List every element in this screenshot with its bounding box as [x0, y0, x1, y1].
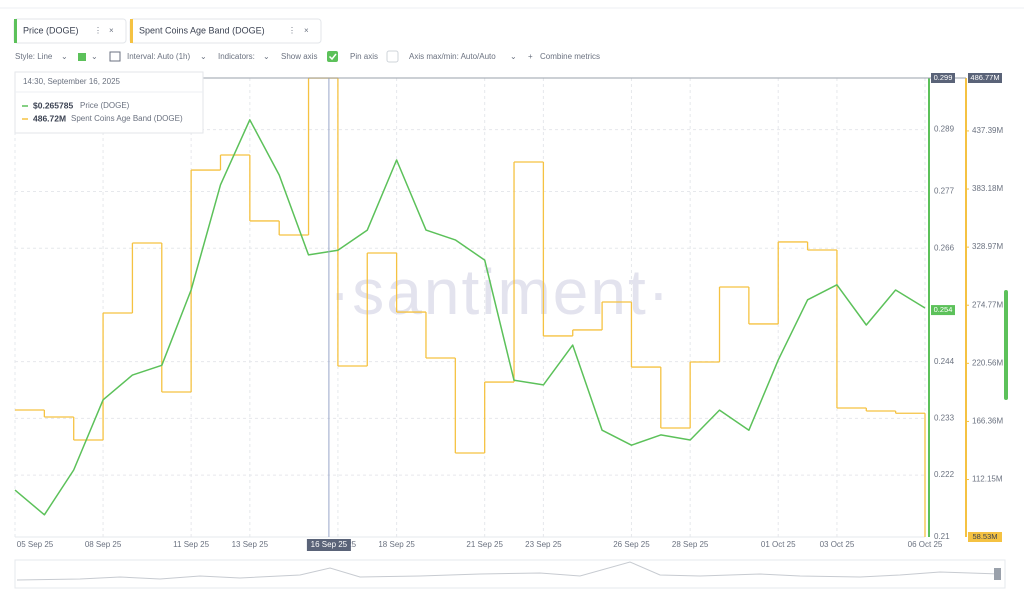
tooltip-box [14, 71, 204, 134]
show-axis-checkbox[interactable] [327, 51, 338, 62]
tab-label: Price (DOGE) [23, 25, 79, 35]
caret: ⌄ [510, 52, 517, 61]
value-marker-label: 0.299 [934, 73, 953, 82]
x-tick-label: 13 Sep 25 [232, 540, 269, 549]
value-marker [968, 73, 1002, 83]
caret: ⌄ [91, 52, 98, 61]
tab-close-icon[interactable]: × [109, 26, 114, 35]
x-tick-label: 28 Sep 25 [672, 540, 709, 549]
combine-metrics-button[interactable]: Combine metrics [540, 52, 600, 61]
x-tick-label: 08 Sep 25 [85, 540, 122, 549]
scroll-handle[interactable] [1004, 290, 1008, 400]
tab-close-icon[interactable]: × [304, 26, 309, 35]
y2-tick-label: 437.39M [972, 126, 1003, 135]
x-tick-label: 03 Oct 25 [820, 540, 855, 549]
value-marker [968, 532, 1002, 542]
crosshair-x-box [306, 539, 351, 551]
indicators-select[interactable]: Indicators: [218, 52, 255, 61]
y2-tick-label: 166.36M [972, 417, 1003, 426]
interval-select[interactable]: Interval: Auto (1h) [127, 52, 190, 61]
y-tick-label: 0.277 [934, 187, 955, 196]
caret: ⌄ [61, 52, 68, 61]
navigator-handle[interactable] [994, 568, 1001, 580]
y2-tick-label: 274.77M [972, 300, 1003, 309]
value-marker [931, 73, 955, 83]
tooltip-value: $0.265785 [33, 100, 73, 110]
axis-maxmin-select[interactable]: Axis max/min: Auto/Auto [409, 52, 496, 61]
caret: ⌄ [263, 52, 270, 61]
tooltip: 14:30, September 16, 2025 $0.265785 Pric… [14, 71, 204, 134]
y-tick-label: 0.21 [934, 532, 950, 541]
pin-axis-label: Pin axis [350, 52, 378, 61]
pin-axis-checkbox[interactable] [386, 50, 399, 63]
y-tick-label: 0.233 [934, 413, 955, 422]
style-select[interactable]: Style: Line [15, 52, 53, 61]
x-tick-label: 21 Sep 25 [466, 540, 503, 549]
y2-tick-label: 328.97M [972, 242, 1003, 251]
x-tick-label: 26 Sep 25 [613, 540, 650, 549]
value-marker-label: 486.77M [970, 73, 999, 82]
tab-color [14, 19, 17, 43]
price-line [14, 119, 926, 516]
y2-tick-label: 383.18M [972, 184, 1003, 193]
value-marker [931, 305, 955, 316]
y-tick-label: 0.244 [934, 357, 955, 366]
x-tick-label: 06 Oct 25 [908, 540, 943, 549]
tooltip-time: 14:30, September 16, 2025 [23, 77, 121, 86]
tooltip-value: 486.72M [33, 113, 66, 123]
caret: ⌄ [200, 52, 207, 61]
x-tick-label: 11 Sep 25 [173, 540, 209, 549]
x-tick-label: 23 Sep 25 [525, 540, 562, 549]
navigator-line [16, 561, 1001, 581]
x-tick-label: 05 Sep 25 [17, 540, 54, 549]
tab-menu-icon[interactable]: ⋮ [94, 26, 102, 35]
tab-label: Spent Coins Age Band (DOGE) [139, 25, 265, 35]
interval-icon [109, 51, 121, 62]
x-tick-label: 18 Sep 25 [378, 540, 415, 549]
plot: ·santiment· 0.21 0.222 0.233 0.244 0.266 0.277… [14, 73, 1003, 551]
tab-menu-icon[interactable]: ⋮ [288, 26, 296, 35]
show-axis-label: Show axis [281, 52, 317, 61]
crosshair-x-label: 16 Sep 25 [311, 540, 348, 549]
tooltip-series-name: Price (DOGE) [80, 101, 130, 110]
y2-tick-label: 220.56M [972, 358, 1003, 367]
check-icon [328, 53, 337, 61]
tab[interactable]: Price (DOGE) ⋮ × [13, 18, 127, 44]
y-tick-label: 0.289 [934, 125, 955, 134]
value-marker-label: 58.53M [972, 532, 997, 541]
watermark: ·santiment· [329, 256, 671, 328]
y-tick-label: 0.222 [934, 470, 955, 479]
plus-icon: + [528, 52, 533, 61]
color-picker[interactable] [78, 53, 86, 61]
tab-color [130, 19, 133, 43]
tooltip-series-name: Spent Coins Age Band (DOGE) [71, 114, 183, 123]
x-tick-label: 01 Oct 25 [761, 540, 796, 549]
y2-tick-label: 112.15M [972, 475, 1003, 484]
y-tick-label: 0.266 [934, 243, 955, 252]
tab[interactable]: Spent Coins Age Band (DOGE) ⋮ × [129, 18, 322, 44]
value-marker-label: 0.254 [934, 305, 953, 314]
